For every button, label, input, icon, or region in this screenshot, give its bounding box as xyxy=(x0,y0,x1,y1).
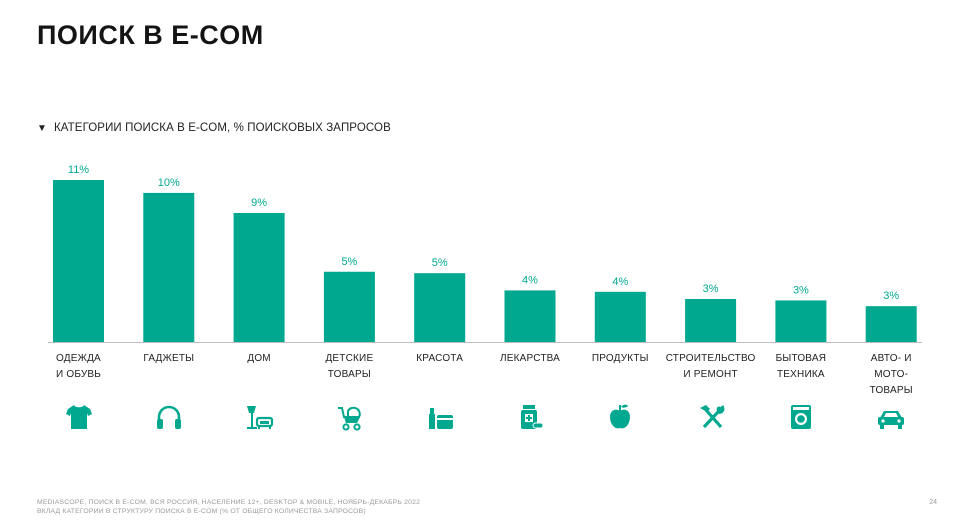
bar-2 xyxy=(143,192,195,342)
triangle-marker-icon: ▼ xyxy=(37,122,47,134)
bar-value-label: 11% xyxy=(68,164,89,176)
category-label-line: ЛЕКАРСТВА xyxy=(499,353,561,364)
bar-value-label: 3% xyxy=(793,284,809,296)
category-label-line: АВТО- И xyxy=(870,353,912,364)
tshirt-icon xyxy=(64,402,94,432)
category-label-line: ОДЕЖДА xyxy=(56,353,101,364)
bar-value-label: 3% xyxy=(703,283,719,295)
bar-3 xyxy=(233,212,285,342)
stroller-icon xyxy=(334,402,364,432)
bar-value-label: 5% xyxy=(341,256,357,268)
category-label: СТРОИТЕЛЬСТВО И РЕМОНТ xyxy=(661,351,761,383)
category-label: ПРОДУКТЫ xyxy=(570,351,670,367)
bar-value-label: 9% xyxy=(251,197,267,209)
cosmetics-icon xyxy=(425,402,455,432)
category-label: БЫТОВАЯ ТЕХНИКА xyxy=(751,351,851,383)
bar-5 xyxy=(414,273,466,342)
bar-4 xyxy=(323,271,375,342)
category-label-line: МОТО- xyxy=(874,369,909,380)
category-label: ГАДЖЕТЫ xyxy=(119,351,219,367)
category-label-line: ПРОДУКТЫ xyxy=(591,353,649,364)
source-footnote: MEDIASCOPE, ПОИСК В E-COM, ВСЯ РОССИЯ, Н… xyxy=(37,499,420,516)
category-label-line: ГАДЖЕТЫ xyxy=(143,353,195,364)
category-label-line: ДЕТСКИЕ xyxy=(325,353,374,364)
category-label-line: ДОМ xyxy=(247,353,271,364)
medicine-icon xyxy=(515,402,545,432)
chart-subtitle: ▼ КАТЕГОРИИ ПОИСКА В E-COM, % ПОИСКОВЫХ … xyxy=(37,122,391,134)
bar-8 xyxy=(685,298,737,342)
page-number: 24 xyxy=(929,499,937,506)
category-label-line: И ОБУВЬ xyxy=(55,369,102,380)
category-label: ДЕТСКИЕ ТОВАРЫ xyxy=(299,351,399,383)
lamp-sofa-icon xyxy=(244,402,274,432)
category-label: ЛЕКАРСТВА xyxy=(480,351,580,367)
page-title: ПОИСК В E-COM xyxy=(37,20,264,50)
headphones-icon xyxy=(154,402,184,432)
hammer-icon xyxy=(696,402,726,432)
footnote-line-2: ВКЛАД КАТЕГОРИИ В СТРУКТУРУ ПОИСКА В E-C… xyxy=(37,507,366,515)
category-label-line: КРАСОТА xyxy=(416,353,464,364)
bar-value-label: 3% xyxy=(883,290,899,302)
bar-1 xyxy=(53,180,104,342)
category-label-line: ТОВАРЫ xyxy=(869,385,913,396)
bar-value-label: 4% xyxy=(612,276,628,288)
category-label: КРАСОТА xyxy=(390,351,490,367)
bar-6 xyxy=(504,290,556,342)
bar-value-label: 10% xyxy=(158,177,180,189)
car-icon xyxy=(876,402,906,432)
category-label: ОДЕЖДА И ОБУВЬ xyxy=(29,351,129,383)
chart-subtitle-text: КАТЕГОРИИ ПОИСКА В E-COM, % ПОИСКОВЫХ ЗА… xyxy=(54,122,391,134)
footnote-line-1: MEDIASCOPE, ПОИСК В E-COM, ВСЯ РОССИЯ, Н… xyxy=(37,499,421,506)
category-label: ДОМ xyxy=(209,351,309,367)
category-label-line: БЫТОВАЯ xyxy=(775,353,827,364)
category-label-line: СТРОИТЕЛЬСТВО xyxy=(665,353,756,364)
category-label-line: И РЕМОНТ xyxy=(683,369,738,380)
category-label: АВТО- И МОТО- ТОВАРЫ xyxy=(841,351,941,399)
bar-10 xyxy=(865,306,917,342)
bar-9 xyxy=(775,300,827,342)
bar-7 xyxy=(594,291,646,342)
washing-machine-icon xyxy=(786,402,816,432)
bar-value-label: 4% xyxy=(522,274,538,286)
category-label-line: ТЕХНИКА xyxy=(777,369,825,380)
bar-value-label: 5% xyxy=(432,257,448,269)
category-label-line: ТОВАРЫ xyxy=(327,369,371,380)
apple-icon xyxy=(605,402,635,432)
